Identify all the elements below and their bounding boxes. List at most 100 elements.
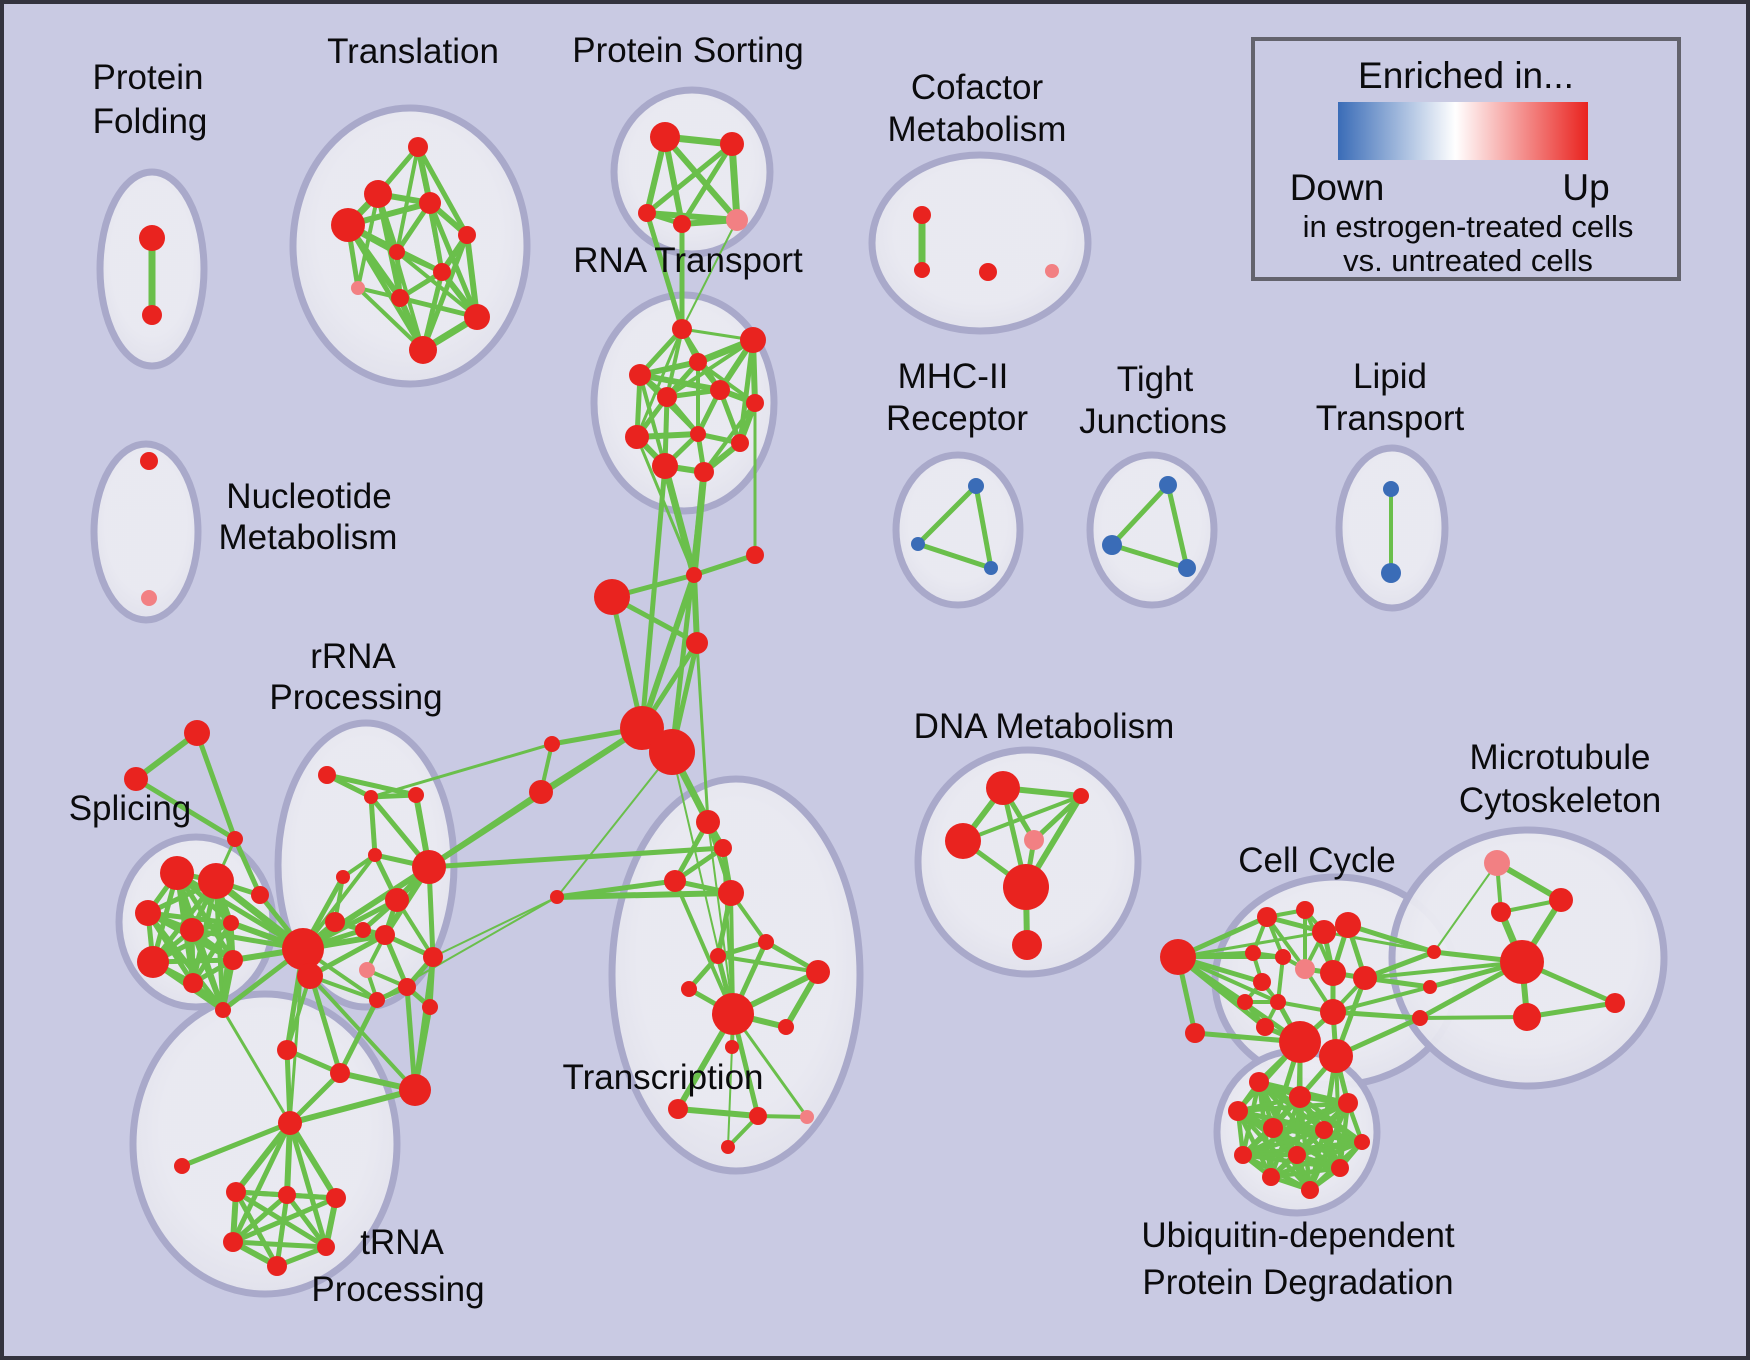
edge <box>737 339 756 444</box>
edge <box>232 1239 327 1250</box>
rna-transport-node-5 <box>710 380 730 400</box>
edge <box>174 871 236 962</box>
cell-cycle-node-13 <box>1320 999 1346 1025</box>
cofactor-metabolism-node-2 <box>979 263 997 281</box>
cell-cycle-node-7 <box>1295 959 1315 979</box>
edge <box>308 932 387 979</box>
microtubule-cytoskeleton-node-2 <box>1549 888 1573 912</box>
rrna-processing-node-15 <box>277 1040 297 1060</box>
edge <box>181 1120 291 1169</box>
cluster-label-layer: Protein Folding Translation Protein Sorting… <box>69 31 1661 1309</box>
edge <box>556 751 673 898</box>
rrna-processing-node-10 <box>423 947 443 967</box>
edge <box>289 1087 416 1126</box>
edge <box>415 145 470 237</box>
edge <box>233 1121 293 1194</box>
tight-junctions-label: Junctions <box>1079 402 1227 441</box>
mhc-ii-receptor-ellipse <box>892 451 1024 609</box>
edge <box>356 286 425 352</box>
splicing-satellite-node-3 <box>251 886 269 904</box>
edge <box>1177 930 1325 959</box>
edge <box>345 223 426 352</box>
rna-transport-node-0 <box>672 319 692 339</box>
rna-transport-node-2 <box>689 353 707 371</box>
cofactor-metabolism-node-1 <box>914 262 930 278</box>
edge <box>916 484 978 546</box>
mhc-ii-receptor-node-0 <box>968 478 984 494</box>
trna-processing-label: tRNA <box>360 1223 444 1262</box>
rrna-processing-node-7 <box>325 912 345 932</box>
edge <box>1526 1000 1616 1020</box>
cell-cycle-node-0 <box>1160 939 1196 975</box>
edge <box>635 436 696 576</box>
translation-node-3 <box>331 208 365 242</box>
rrna-processing-node-5 <box>412 850 446 884</box>
edge <box>691 574 700 644</box>
edge <box>427 789 543 870</box>
edge <box>287 1121 339 1200</box>
edge <box>1347 922 1435 955</box>
transcription-node-6 <box>806 960 830 984</box>
rrna-processing-node-6 <box>385 888 409 912</box>
edge <box>1433 862 1498 953</box>
rna-transport-node-6 <box>746 394 764 412</box>
microtubule-cytoskeleton-node-7 <box>1423 980 1437 994</box>
edge <box>1334 1055 1342 1169</box>
edge <box>1332 1009 1421 1021</box>
cofactor-metabolism-node-0 <box>913 206 931 224</box>
dna-metabolism-node-4 <box>1003 864 1049 910</box>
ubiquitin-degradation-node-7 <box>1234 1146 1252 1164</box>
central-chain-node-2 <box>594 579 630 615</box>
rna-transport-node-10 <box>652 453 678 479</box>
translation-node-9 <box>464 304 490 330</box>
translation-node-1 <box>364 180 392 208</box>
splicing-node-8 <box>215 1002 231 1018</box>
rna-transport-node-11 <box>694 462 714 482</box>
lipid-transport-node-1 <box>1381 563 1401 583</box>
protein-folding-node-1 <box>142 305 162 325</box>
trna-processing-node-7 <box>267 1256 287 1276</box>
edge <box>639 574 697 729</box>
nucleotide-metabolism-label: Nucleotide <box>226 477 391 516</box>
splicing-satellite-node-2 <box>227 831 243 847</box>
rrna-processing-node-2 <box>408 787 424 803</box>
edge <box>556 878 676 900</box>
central-chain-node-6 <box>544 736 560 752</box>
cell-cycle-node-9 <box>1353 966 1377 990</box>
protein-folding-label: Protein <box>93 58 204 97</box>
cell-cycle-node-1 <box>1257 907 1277 927</box>
cell-cycle-label: Cell Cycle <box>1238 841 1396 880</box>
splicing-node-0 <box>160 856 194 890</box>
transcription-node-10 <box>725 1040 739 1054</box>
edge <box>1364 960 1523 980</box>
central-chain-node-1 <box>746 546 764 564</box>
edge <box>727 1046 733 1148</box>
edge <box>370 742 553 799</box>
edge <box>673 880 735 1015</box>
central-chain-node-0 <box>686 567 702 583</box>
ubiquitin-degradation-node-6 <box>1354 1134 1370 1150</box>
rrna-processing-node-17 <box>399 1074 431 1106</box>
cofactor-metabolism-label: Cofactor <box>911 68 1044 107</box>
edge <box>695 642 710 823</box>
cofactor-metabolism-ellipse <box>868 151 1092 335</box>
rrna-processing-node-1 <box>364 790 378 804</box>
edge <box>661 465 698 576</box>
ubiquitin-degradation-label: Ubiquitin-dependent <box>1141 1216 1455 1255</box>
microtubule-cytoskeleton-node-1 <box>1491 902 1511 922</box>
trna-processing-node-3 <box>278 1186 296 1204</box>
nucleotide-metabolism-label: Metabolism <box>219 518 398 557</box>
translation-node-8 <box>391 289 409 307</box>
cell-cycle-node-3 <box>1312 920 1336 944</box>
protein-sorting-node-1 <box>720 132 744 156</box>
trna-processing-node-5 <box>223 1232 243 1252</box>
transcription-node-9 <box>778 1019 794 1035</box>
tight-junctions-node-0 <box>1159 476 1177 494</box>
dna-metabolism-node-3 <box>1024 830 1044 850</box>
edge <box>1332 985 1431 1014</box>
edge <box>368 796 378 856</box>
central-chain-node-7 <box>529 780 553 804</box>
translation-node-10 <box>409 336 437 364</box>
translation-node-7 <box>351 281 365 295</box>
